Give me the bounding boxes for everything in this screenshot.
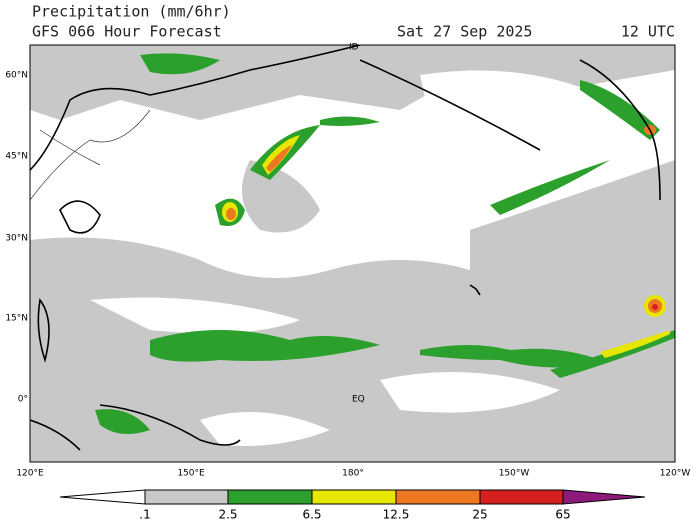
lat-labels: 60°N 45°N 30°N 15°N 0° — [5, 71, 28, 405]
lat-label: 0° — [18, 395, 28, 405]
colorbar-label: 2.5 — [218, 508, 237, 522]
lon-label: 180° — [342, 469, 364, 479]
lon-label: 120°W — [660, 469, 691, 479]
colorbar-label: 12.5 — [383, 508, 410, 522]
lon-label: 150°W — [499, 469, 530, 479]
lon-label: 120°E — [16, 469, 44, 479]
lat-label: 30°N — [5, 234, 28, 244]
map: EQ ID 60°N45°N30°N15°N0° 120°E 150°E 180° 1… — [5, 43, 690, 479]
colorbar-label: 65 — [555, 508, 570, 522]
colorbar-label: 6.5 — [302, 508, 321, 522]
lat-label: 60°N — [5, 71, 28, 81]
subtitle: GFS 066 Hour Forecast — [32, 23, 222, 41]
lat-label: 45°N — [5, 152, 28, 162]
annotation: EQ — [352, 395, 365, 405]
time: 12 UTC — [621, 23, 675, 41]
colorbar-label: 25 — [472, 508, 487, 522]
colorbar: .1 2.5 6.5 12.5 25 65 — [59, 489, 646, 522]
date: Sat 27 Sep 2025 — [397, 23, 532, 41]
lon-label: 150°E — [177, 469, 205, 479]
annotation: ID — [349, 43, 359, 53]
lat-label: 15°N — [5, 314, 28, 324]
lon-labels: 120°E 150°E 180° 150°W 120°W — [16, 469, 690, 479]
colorbar-label: .1 — [139, 508, 150, 522]
title: Precipitation (mm/6hr) — [32, 3, 231, 21]
